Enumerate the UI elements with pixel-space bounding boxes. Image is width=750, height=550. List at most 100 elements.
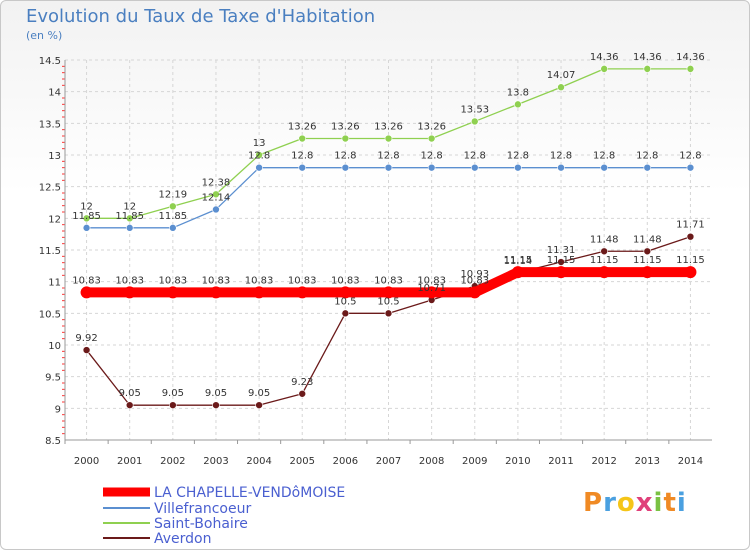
data-label: 12: [80, 201, 93, 212]
data-point: [341, 309, 350, 318]
legend-label: Villefrancoeur: [154, 501, 251, 517]
proxiti-logo: Proxiti: [583, 488, 687, 518]
chart-title: Evolution du Taux de Taxe d'Habitation: [26, 6, 376, 27]
data-label: 9.05: [248, 388, 270, 399]
data-point: [643, 247, 652, 256]
data-point: [641, 266, 654, 279]
data-label: 12.38: [202, 177, 231, 188]
data-point: [298, 163, 307, 172]
x-tick-label: 2001: [117, 456, 142, 467]
data-point: [382, 286, 395, 299]
data-point: [555, 266, 568, 279]
data-label: 11.15: [590, 255, 619, 266]
x-tick-label: 2006: [333, 456, 358, 467]
legend-label: LA CHAPELLE-VENDôMOISE: [154, 485, 345, 501]
data-label: 10.83: [331, 275, 360, 286]
data-point: [255, 151, 263, 159]
data-label: 11.48: [633, 234, 662, 245]
unit-label: (en %): [26, 29, 63, 42]
data-label: 12.8: [550, 151, 572, 162]
y-tick-label: 14.5: [39, 56, 61, 67]
data-label: 13.26: [417, 122, 446, 133]
data-point: [253, 286, 266, 299]
data-label: 10.83: [374, 275, 403, 286]
data-label: 14.36: [676, 52, 705, 63]
data-label: 10.5: [377, 296, 399, 307]
data-label: 9.23: [291, 377, 313, 388]
data-point: [384, 134, 393, 143]
data-point: [82, 214, 91, 223]
data-label: 10.71: [417, 283, 446, 294]
x-tick-label: 2007: [376, 456, 401, 467]
data-label: 12.8: [593, 151, 615, 162]
data-label: 12.14: [202, 192, 231, 203]
y-tick-label: 9.5: [45, 373, 61, 384]
data-label: 10.93: [460, 269, 489, 280]
data-label: 11.14: [504, 256, 533, 267]
data-point: [209, 286, 222, 299]
data-label: 13.26: [374, 122, 403, 133]
data-label: 11.15: [676, 255, 705, 266]
data-label: 14.07: [547, 70, 576, 81]
data-label: 12.8: [248, 151, 270, 162]
x-tick-label: 2012: [591, 456, 616, 467]
data-label: 10.5: [334, 296, 356, 307]
data-point: [557, 163, 565, 172]
data-label: 9.05: [162, 388, 184, 399]
x-tick-label: 2000: [74, 456, 99, 467]
x-tick-label: 2011: [548, 456, 573, 467]
data-label: 10.83: [460, 275, 489, 286]
data-point: [339, 286, 352, 299]
data-label: 13.8: [507, 87, 529, 98]
y-tick-label: 10: [48, 341, 61, 352]
x-tick-label: 2013: [635, 456, 660, 467]
data-point: [425, 286, 438, 299]
data-point: [341, 134, 350, 143]
data-point: [212, 401, 220, 409]
data-point: [514, 100, 522, 109]
data-point: [298, 389, 307, 398]
data-point: [643, 65, 652, 73]
data-label: 12.19: [159, 189, 188, 200]
x-tick-label: 2005: [290, 456, 315, 467]
data-label: 12.8: [636, 151, 658, 162]
data-label: 12.8: [334, 151, 356, 162]
y-tick-label: 11: [48, 278, 61, 289]
data-point: [643, 163, 652, 172]
data-label: 12: [123, 201, 136, 212]
data-label: 10.83: [245, 275, 274, 286]
data-point: [686, 65, 695, 73]
legend-label: Saint-Bohaire: [154, 516, 248, 532]
data-point: [468, 286, 481, 299]
data-point: [125, 224, 134, 232]
data-label: 10.83: [202, 275, 231, 286]
y-tick-label: 12: [48, 214, 61, 225]
data-point: [169, 401, 177, 409]
data-point: [384, 163, 393, 172]
data-point: [123, 286, 136, 299]
data-label: 12.8: [377, 151, 399, 162]
data-label: 9.92: [75, 333, 97, 344]
data-point: [600, 163, 608, 172]
data-point: [600, 247, 608, 256]
data-point: [80, 286, 93, 299]
legend-label: Averdon: [154, 531, 212, 547]
data-point: [600, 65, 608, 73]
data-point: [341, 163, 350, 172]
data-label: 10.83: [417, 275, 446, 286]
y-tick-label: 9: [55, 404, 61, 415]
data-point: [557, 83, 565, 92]
data-point: [125, 401, 134, 409]
data-point: [557, 258, 565, 266]
y-tick-label: 10.5: [39, 309, 61, 320]
data-label: 13: [253, 138, 266, 149]
data-point: [82, 224, 91, 232]
data-label: 12.8: [507, 151, 529, 162]
data-point: [598, 266, 611, 279]
data-point: [169, 202, 177, 211]
data-label: 11.85: [72, 211, 101, 222]
data-point: [125, 214, 134, 223]
data-label: 11.48: [590, 234, 619, 245]
data-point: [427, 163, 436, 172]
